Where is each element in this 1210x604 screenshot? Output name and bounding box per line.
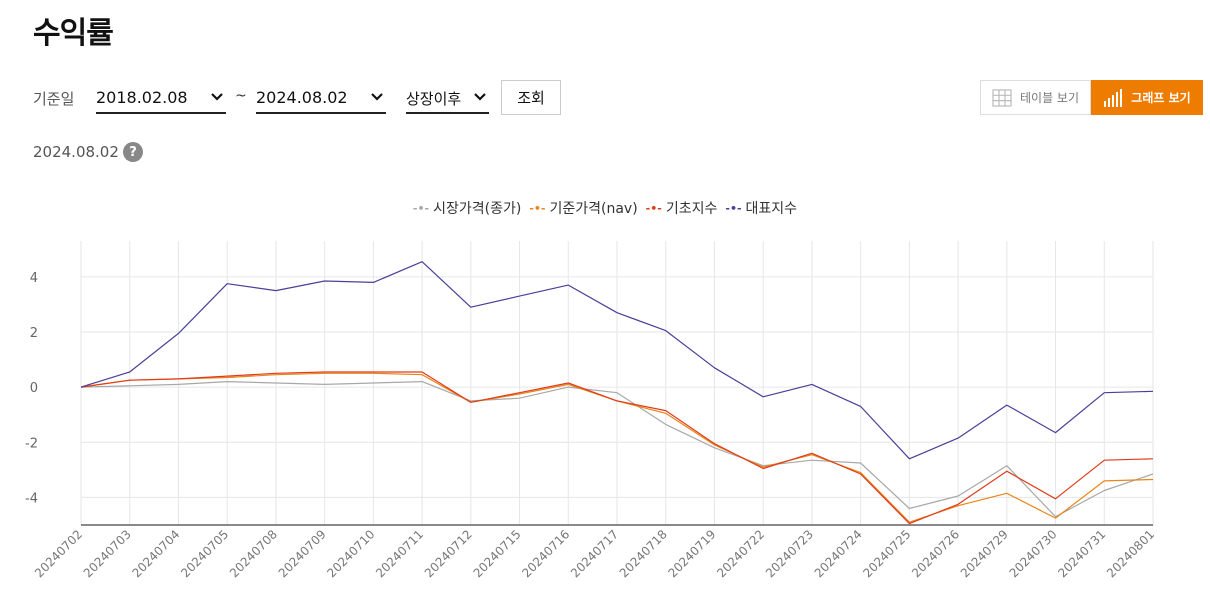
x-tick-label: 20240705 xyxy=(178,527,231,580)
x-tick-label: 20240723 xyxy=(763,527,816,580)
x-tick-label: 20240726 xyxy=(909,527,962,580)
x-tick-label: 20240725 xyxy=(860,527,913,580)
legend-label-base-index: 기초지수 xyxy=(665,201,718,217)
start-date-value: 2018.02.08 xyxy=(96,88,188,107)
series-line-3 xyxy=(80,261,1154,460)
x-tick-label: 20240724 xyxy=(812,527,865,580)
reference-date: 2024.08.02 xyxy=(33,143,119,161)
legend-label-market-price: 시장가격(종가) xyxy=(433,201,522,217)
legend-label-nav: 기준가격(nav) xyxy=(549,201,638,217)
x-tick-label: 20240710 xyxy=(324,527,377,580)
x-tick-label: 20240703 xyxy=(81,527,134,580)
x-tick-label: 20240711 xyxy=(373,527,426,580)
x-tick-label: 20240712 xyxy=(422,527,475,580)
legend-item-nav[interactable]: -•- 기준가격(nav) xyxy=(529,198,637,218)
series-line-0 xyxy=(80,381,1154,518)
period-value: 상장이후 xyxy=(406,90,462,108)
legend-item-benchmark-index[interactable]: -•- 대표지수 xyxy=(725,198,797,218)
end-date-select[interactable]: 2024.08.02 xyxy=(256,82,386,114)
chart-legend: -•- 시장가격(종가) -•- 기준가격(nav) -•- 기초지수 -•- … xyxy=(0,198,1210,218)
date-separator: ~ xyxy=(235,88,247,104)
x-tick-label: 20240715 xyxy=(471,527,524,580)
x-tick-label: 20240717 xyxy=(568,527,621,580)
y-tick-label: -2 xyxy=(25,436,38,451)
x-tick-label: 20240709 xyxy=(276,527,329,580)
x-tick-label: 20240729 xyxy=(958,527,1011,580)
series-line-2 xyxy=(80,371,1154,525)
chevron-down-icon xyxy=(211,93,223,101)
end-date-value: 2024.08.02 xyxy=(256,88,348,107)
y-tick-label: -4 xyxy=(25,491,38,506)
returns-line-chart: 420-2-4202407022024070320240704202407052… xyxy=(25,241,1157,580)
y-tick-label: 2 xyxy=(30,326,38,341)
x-tick-label: 20240716 xyxy=(519,527,572,580)
x-tick-label: 20240801 xyxy=(1104,527,1157,580)
filter-label: 기준일 xyxy=(33,90,75,108)
graph-view-label: 그래프 보기 xyxy=(1131,91,1191,105)
table-grid-icon xyxy=(992,88,1012,107)
legend-marker-icon: -•- xyxy=(725,201,742,215)
x-tick-label: 20240731 xyxy=(1055,527,1108,580)
graph-view-button[interactable]: 그래프 보기 xyxy=(1091,80,1203,115)
period-select[interactable]: 상장이후 xyxy=(406,82,489,114)
y-tick-label: 4 xyxy=(30,271,38,286)
start-date-select[interactable]: 2018.02.08 xyxy=(96,82,226,114)
x-tick-label: 20240730 xyxy=(1007,527,1060,580)
bar-graph-icon xyxy=(1104,88,1123,107)
legend-label-benchmark-index: 대표지수 xyxy=(745,201,798,217)
x-tick-label: 20240718 xyxy=(617,527,670,580)
help-icon[interactable]: ? xyxy=(123,142,143,162)
search-button[interactable]: 조회 xyxy=(501,80,561,115)
chevron-down-icon xyxy=(474,93,486,101)
y-tick-label: 0 xyxy=(30,381,38,396)
page-title: 수익률 xyxy=(33,16,114,51)
legend-item-base-index[interactable]: -•- 기초지수 xyxy=(646,198,718,218)
legend-marker-icon: -•- xyxy=(529,201,546,215)
table-view-button[interactable]: 테이블 보기 xyxy=(980,80,1091,115)
x-tick-label: 20240704 xyxy=(129,527,182,580)
x-tick-label: 20240719 xyxy=(665,527,718,580)
table-view-label: 테이블 보기 xyxy=(1019,91,1079,105)
legend-marker-icon: -•- xyxy=(645,201,662,215)
x-tick-label: 20240722 xyxy=(714,527,767,580)
x-tick-label: 20240702 xyxy=(32,527,85,580)
chevron-down-icon xyxy=(371,93,383,101)
legend-item-market-price[interactable]: -•- 시장가격(종가) xyxy=(413,198,521,218)
view-toggle: 테이블 보기 그래프 보기 xyxy=(980,80,1203,115)
x-tick-label: 20240708 xyxy=(227,527,280,580)
legend-marker-icon: -•- xyxy=(412,201,430,215)
